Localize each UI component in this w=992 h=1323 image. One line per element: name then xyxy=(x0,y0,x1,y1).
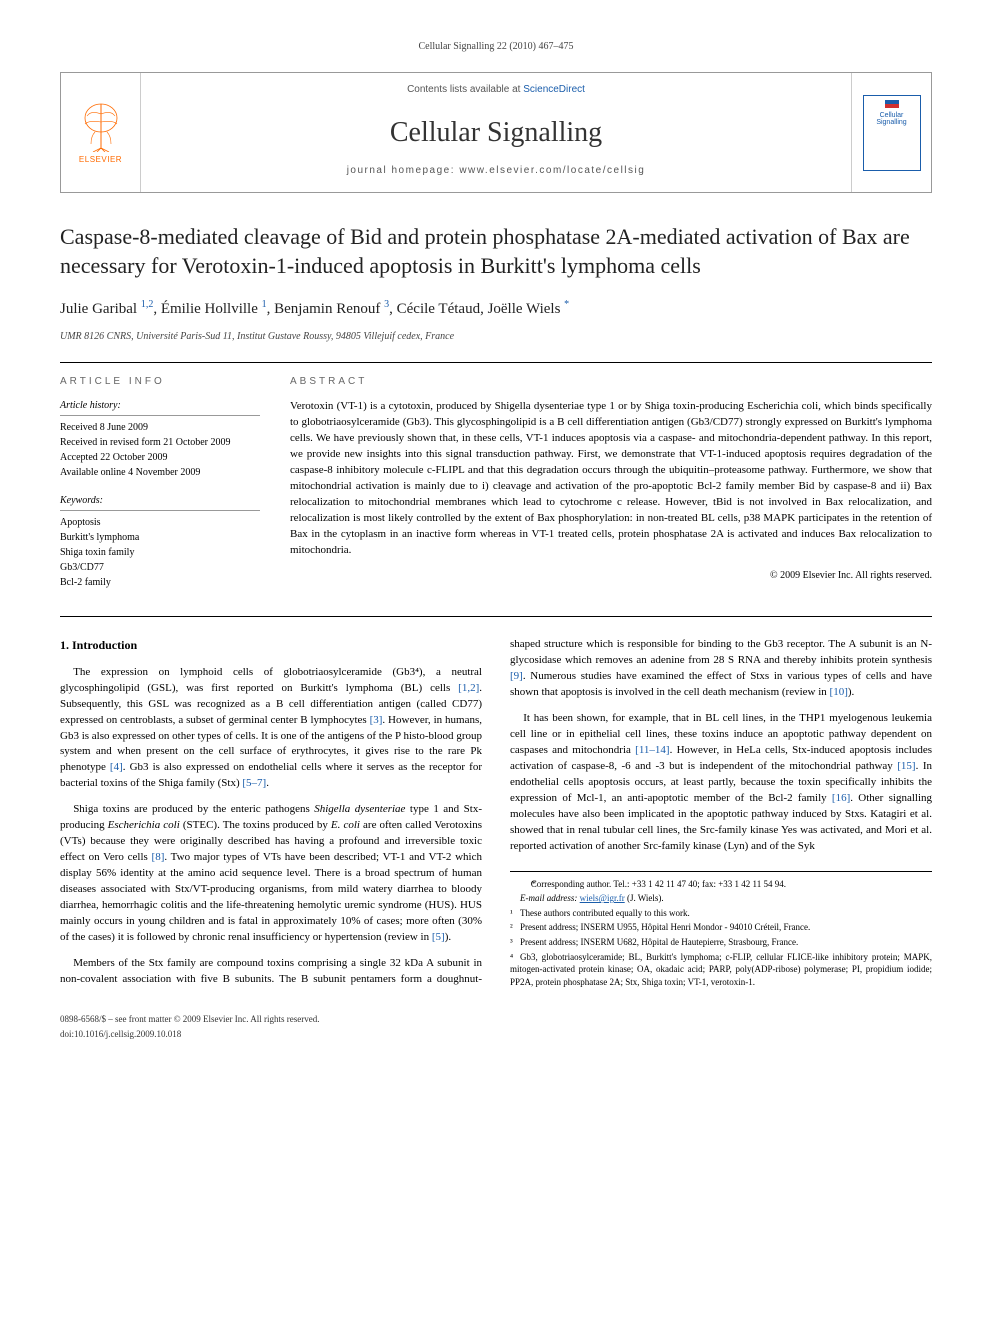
publisher-logo-box: ELSEVIER xyxy=(61,73,141,192)
footnote-4-text: Gb3, globotriaosylceramide; BL, Burkitt'… xyxy=(510,952,932,987)
footnote-1-text: These authors contributed equally to thi… xyxy=(520,908,690,918)
citation-ref[interactable]: [4] xyxy=(110,761,123,773)
history-heading: Article history: xyxy=(60,399,260,416)
keywords-block: Keywords: ApoptosisBurkitt's lymphomaShi… xyxy=(60,494,260,590)
history-line: Received 8 June 2009 xyxy=(60,420,260,435)
introduction-heading: 1. Introduction xyxy=(60,637,482,654)
cover-thumb-title: Cellular Signalling xyxy=(866,112,918,127)
abstract-copyright: © 2009 Elsevier Inc. All rights reserved… xyxy=(290,569,932,583)
article-title: Caspase-8-mediated cleavage of Bid and p… xyxy=(60,223,932,280)
footnote-3-text: Present address; INSERM U682, Hôpital de… xyxy=(520,937,798,947)
footnote-4: ⁴Gb3, globotriaosylceramide; BL, Burkitt… xyxy=(510,951,932,989)
email-name: (J. Wiels). xyxy=(627,893,664,903)
keywords-heading: Keywords: xyxy=(60,494,260,511)
author-list: Julie Garibal 1,2, Émilie Hollville 1, B… xyxy=(60,298,932,320)
corresponding-email-link[interactable]: wiels@igr.fr xyxy=(580,893,625,903)
citation-ref[interactable]: [5–7] xyxy=(242,777,266,789)
homepage-url: www.elsevier.com/locate/cellsig xyxy=(459,165,645,176)
footnote-3: ³Present address; INSERM U682, Hôpital d… xyxy=(510,936,932,949)
divider-rule xyxy=(60,616,932,617)
footnote-1: ¹These authors contributed equally to th… xyxy=(510,907,932,920)
history-line: Accepted 22 October 2009 xyxy=(60,450,260,465)
citation-ref[interactable]: [9] xyxy=(510,670,523,682)
sciencedirect-link[interactable]: ScienceDirect xyxy=(523,84,585,95)
footnote-2-text: Present address; INSERM U955, Hôpital He… xyxy=(520,922,810,932)
cover-flag-icon xyxy=(885,100,899,108)
keyword-line: Apoptosis xyxy=(60,515,260,530)
article-info-column: ARTICLE INFO Article history: Received 8… xyxy=(60,375,260,604)
bottom-metadata: 0898-6568/$ – see front matter © 2009 El… xyxy=(60,1013,932,1040)
homepage-prefix: journal homepage: xyxy=(347,165,460,176)
running-header: Cellular Signalling 22 (2010) 467–475 xyxy=(60,40,932,54)
publisher-label: ELSEVIER xyxy=(79,154,122,165)
journal-homepage-line: journal homepage: www.elsevier.com/locat… xyxy=(151,164,841,178)
author-name: Benjamin Renouf xyxy=(274,301,380,317)
divider-rule xyxy=(60,362,932,363)
footnote-email: E-mail address: wiels@igr.fr (J. Wiels). xyxy=(510,892,932,905)
elsevier-tree-icon: ELSEVIER xyxy=(71,98,131,168)
intro-paragraph: Shiga toxins are produced by the enteric… xyxy=(60,802,482,945)
keyword-line: Bcl-2 family xyxy=(60,575,260,590)
citation-ref[interactable]: [5] xyxy=(432,931,445,943)
body-two-column: 1. Introduction The expression on lympho… xyxy=(60,637,932,989)
author-name: Julie Garibal xyxy=(60,301,137,317)
issn-copyright-line: 0898-6568/$ – see front matter © 2009 El… xyxy=(60,1013,932,1026)
citation-ref[interactable]: [15] xyxy=(897,760,915,772)
journal-masthead: ELSEVIER Contents lists available at Sci… xyxy=(60,72,932,193)
citation-ref[interactable]: [1,2] xyxy=(458,682,479,694)
author-mark: 1,2 xyxy=(141,299,154,310)
footnote-2: ²Present address; INSERM U955, Hôpital H… xyxy=(510,921,932,934)
author-mark: 1 xyxy=(262,299,267,310)
intro-paragraph: It has been shown, for example, that in … xyxy=(510,711,932,854)
history-line: Available online 4 November 2009 xyxy=(60,465,260,480)
email-label: E-mail address: xyxy=(520,893,577,903)
keyword-line: Gb3/CD77 xyxy=(60,560,260,575)
citation-ref[interactable]: [3] xyxy=(370,714,383,726)
abstract-text: Verotoxin (VT-1) is a cytotoxin, produce… xyxy=(290,399,932,558)
citation-ref[interactable]: [8] xyxy=(152,851,165,863)
cover-thumbnail-box: Cellular Signalling xyxy=(851,73,931,192)
footnote-corr-text: Corresponding author. Tel.: +33 1 42 11 … xyxy=(531,879,786,889)
citation-ref[interactable]: [16] xyxy=(832,792,850,804)
author-mark: 3 xyxy=(384,299,389,310)
masthead-center: Contents lists available at ScienceDirec… xyxy=(141,73,851,192)
author-name: Cécile Tétaud xyxy=(397,301,480,317)
contents-available-line: Contents lists available at ScienceDirec… xyxy=(151,83,841,97)
affiliation: UMR 8126 CNRS, Université Paris-Sud 11, … xyxy=(60,330,932,344)
author-mark: * xyxy=(564,299,569,310)
article-history-block: Article history: Received 8 June 2009Rec… xyxy=(60,399,260,480)
article-info-label: ARTICLE INFO xyxy=(60,375,260,389)
citation-ref[interactable]: [10] xyxy=(830,686,848,698)
doi-line: doi:10.1016/j.cellsig.2009.10.018 xyxy=(60,1028,932,1041)
author-name: Joëlle Wiels xyxy=(488,301,561,317)
keyword-line: Shiga toxin family xyxy=(60,545,260,560)
journal-name: Cellular Signalling xyxy=(151,113,841,152)
info-abstract-row: ARTICLE INFO Article history: Received 8… xyxy=(60,375,932,604)
abstract-label: ABSTRACT xyxy=(290,375,932,389)
citation-ref[interactable]: [11–14] xyxy=(635,744,669,756)
author-name: Émilie Hollville xyxy=(161,301,258,317)
history-line: Received in revised form 21 October 2009 xyxy=(60,435,260,450)
keyword-line: Burkitt's lymphoma xyxy=(60,530,260,545)
contents-prefix: Contents lists available at xyxy=(407,84,523,95)
intro-paragraph: The expression on lymphoid cells of glob… xyxy=(60,665,482,793)
footnotes-block: *Corresponding author. Tel.: +33 1 42 11… xyxy=(510,871,932,989)
footnote-corresponding: *Corresponding author. Tel.: +33 1 42 11… xyxy=(510,878,932,891)
abstract-column: ABSTRACT Verotoxin (VT-1) is a cytotoxin… xyxy=(290,375,932,604)
journal-cover-thumbnail[interactable]: Cellular Signalling xyxy=(863,95,921,171)
